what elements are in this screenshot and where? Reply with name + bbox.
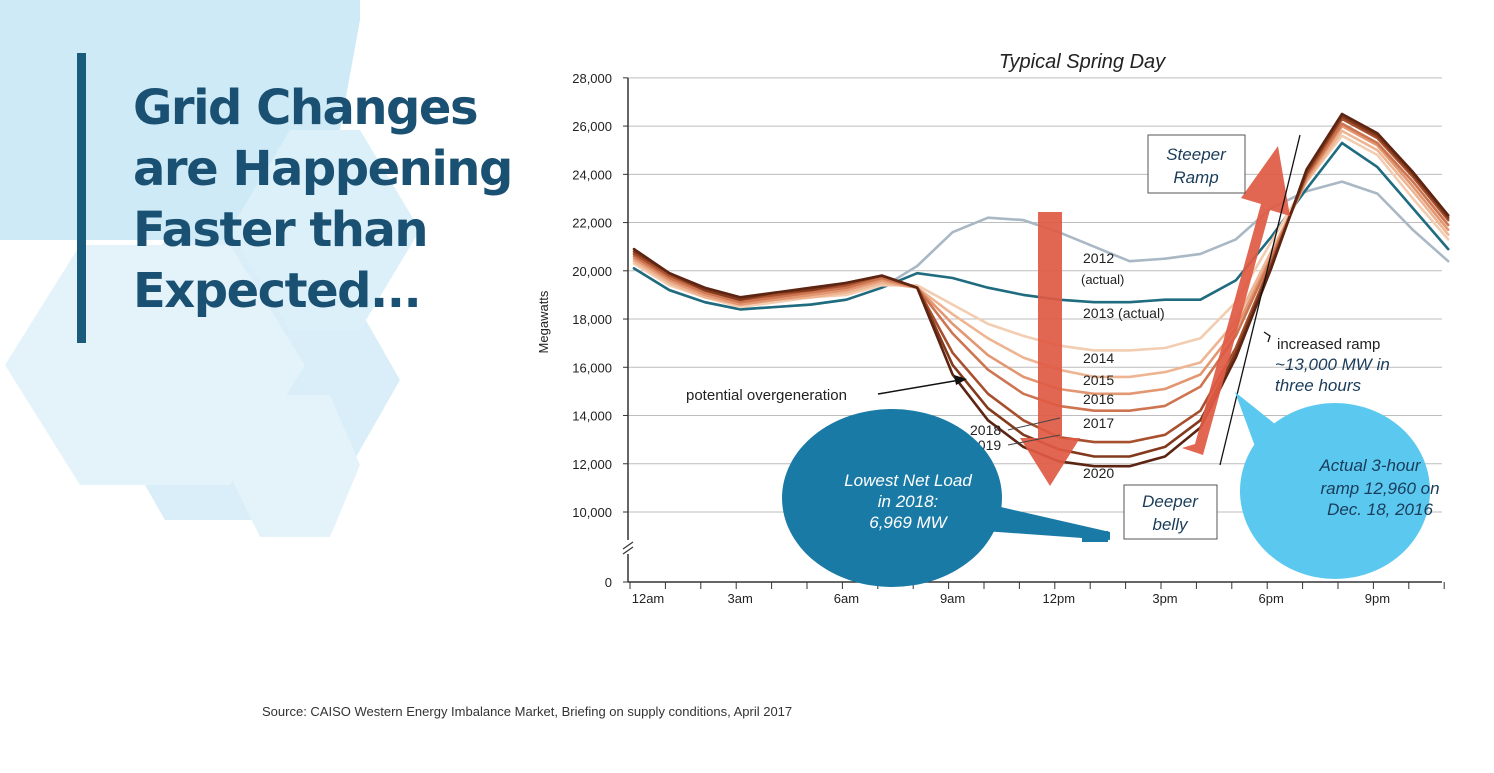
label-2020: 2020 <box>1083 465 1114 481</box>
page-title: Grid Changes are Happening Faster than E… <box>133 78 512 322</box>
y-tick-label: 26,000 <box>572 119 612 134</box>
y-tick-label: 14,000 <box>572 409 612 424</box>
x-tick-label: 3am <box>728 591 753 606</box>
chart-title: Typical Spring Day <box>999 51 1166 73</box>
label-2012-sub: (actual) <box>1081 272 1124 287</box>
label-2014: 2014 <box>1083 350 1114 366</box>
title-accent-bar <box>77 53 86 343</box>
steeper-ramp-line-2: Ramp <box>1173 168 1218 187</box>
y-tick-label: 22,000 <box>572 216 612 231</box>
lowest-line-2: in 2018: <box>878 492 939 511</box>
y-tick-label: 18,000 <box>572 312 612 327</box>
actual-ramp-line-2: ramp 12,960 on <box>1320 479 1439 498</box>
axis-break-mark <box>622 540 634 554</box>
x-tick-label: 6am <box>834 591 859 606</box>
deeper-belly-box: Deeper belly <box>1124 485 1217 539</box>
x-tick-label: 6pm <box>1259 591 1284 606</box>
deeper-belly-line-1: Deeper <box>1142 492 1199 511</box>
y-tick-label: 28,000 <box>572 71 612 86</box>
actual-ramp-line-1: Actual 3-hour <box>1318 456 1421 475</box>
y-axis-label: Megawatts <box>536 290 551 353</box>
actual-ramp-callout: Actual 3-hour ramp 12,960 on Dec. 18, 20… <box>1235 392 1440 579</box>
label-2018: 2018 <box>970 422 1001 438</box>
label-2016: 2016 <box>1083 391 1114 407</box>
steeper-ramp-box: Steeper Ramp <box>1148 135 1245 193</box>
y-tick-label: 10,000 <box>572 505 612 520</box>
y-tick-label: 12,000 <box>572 457 612 472</box>
overgeneration-arrow <box>878 380 960 394</box>
y-tick-label: 20,000 <box>572 264 612 279</box>
y-tick-label: 16,000 <box>572 360 612 375</box>
title-line-4: Expected... <box>133 261 512 322</box>
x-tick-label: 3pm <box>1152 591 1177 606</box>
actual-ramp-line-3: Dec. 18, 2016 <box>1327 500 1433 519</box>
x-tick-label: 12pm <box>1043 591 1076 606</box>
label-2015: 2015 <box>1083 372 1114 388</box>
deeper-belly-line-2: belly <box>1153 515 1189 534</box>
steeper-ramp-line-1: Steeper <box>1166 145 1227 164</box>
overgeneration-label: potential overgeneration <box>686 387 847 404</box>
title-line-3: Faster than <box>133 200 512 261</box>
belly-arrow <box>1020 212 1080 486</box>
lowest-line-3: 6,969 MW <box>869 513 948 532</box>
y-tick-label: 24,000 <box>572 167 612 182</box>
x-tick-label: 9pm <box>1365 591 1390 606</box>
title-line-2: are Happening <box>133 139 512 200</box>
x-tick-label: 12am <box>632 591 665 606</box>
increased-ramp-line-3: three hours <box>1275 376 1361 395</box>
duck-curve-chart: Typical Spring Day Megawatts 28,000 26,00… <box>520 40 1480 620</box>
label-2012: 2012 <box>1083 250 1114 266</box>
lowest-line-1: Lowest Net Load <box>844 471 972 490</box>
label-2013: 2013 (actual) <box>1083 305 1165 321</box>
y-tick-label: 0 <box>605 575 612 590</box>
source-caption: Source: CAISO Western Energy Imbalance M… <box>262 704 792 719</box>
increased-ramp-line-1: increased ramp <box>1277 336 1380 353</box>
label-2017: 2017 <box>1083 415 1114 431</box>
x-tick-label: 9am <box>940 591 965 606</box>
title-line-1: Grid Changes <box>133 78 512 139</box>
increased-ramp-line-2: ~13,000 MW in <box>1275 355 1390 374</box>
